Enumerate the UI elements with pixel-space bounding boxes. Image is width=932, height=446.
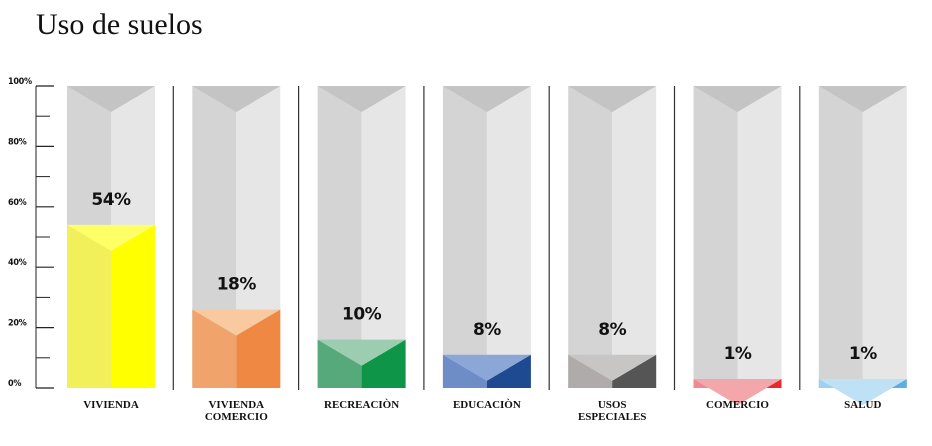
background-left-face	[568, 86, 613, 388]
bar-right-face	[361, 339, 406, 388]
chart-title: Uso de suelos	[36, 8, 203, 41]
background-column	[818, 86, 907, 388]
data-label: 18%	[217, 274, 257, 294]
background-column	[693, 86, 782, 388]
bar-right-face	[236, 309, 281, 388]
x-tick-label: RECREACIÒN	[324, 399, 399, 411]
bar	[192, 309, 281, 388]
background-left-face	[317, 86, 362, 388]
y-axis: 0% 20% 40% 60% 80% 100%	[8, 77, 54, 389]
x-tick-label: VIVIENDA	[83, 399, 139, 411]
x-tick-label-line: EDUCACIÒN	[453, 399, 521, 411]
x-tick-label: USOS ESPECIALES	[578, 399, 646, 423]
bar-right-face	[111, 224, 155, 388]
background-right-face	[612, 86, 657, 388]
column-separators	[172, 86, 801, 390]
y-tick-label: 0%	[8, 379, 21, 389]
x-tick-label-line: VIVIENDA	[208, 399, 264, 411]
x-tick-label-line: RECREACIÒN	[324, 399, 399, 411]
y-tick-label: 80%	[8, 137, 27, 147]
bars	[67, 86, 907, 405]
bar	[67, 224, 155, 388]
background-top-face	[568, 86, 657, 112]
background-right-face	[862, 86, 907, 388]
data-label: 54%	[91, 190, 131, 210]
background-top-face	[317, 86, 406, 112]
bar-right-face	[612, 354, 657, 388]
background-top-face	[192, 86, 281, 112]
bar	[568, 354, 657, 388]
background-left-face	[442, 86, 487, 388]
x-tick-label: EDUCACIÒN	[453, 399, 521, 411]
y-tick-label: 100%	[8, 77, 32, 87]
data-label: 1%	[724, 344, 752, 364]
background-right-face	[486, 86, 531, 388]
bar-top-face	[442, 354, 531, 381]
y-tick-label: 60%	[8, 198, 27, 208]
y-tick-label: 20%	[8, 319, 27, 329]
bar	[317, 339, 406, 388]
background-left-face	[693, 86, 738, 388]
x-tick-label-line: COMERCIO	[706, 399, 769, 411]
y-tick-label: 40%	[8, 258, 27, 268]
bar-top-face	[693, 378, 782, 405]
background-column	[568, 86, 657, 388]
background-column	[442, 86, 531, 388]
x-tick-label: VIVIENDA COMERCIO	[205, 399, 268, 423]
bar-top-face	[67, 224, 155, 251]
bar-left-face	[192, 309, 237, 388]
bar-top-face	[317, 339, 406, 366]
data-label: 8%	[598, 320, 626, 340]
bar-left-face	[67, 224, 111, 388]
bar	[693, 378, 782, 405]
data-label: 10%	[342, 305, 382, 325]
x-tick-label-line: ESPECIALES	[578, 411, 646, 423]
background-top-face	[442, 86, 531, 112]
x-tick-label-line: VIVIENDA	[83, 399, 139, 411]
background-left-face	[818, 86, 863, 388]
bar-top-face	[568, 354, 657, 381]
bar	[442, 354, 531, 388]
bar-right-face	[486, 354, 531, 388]
bar-top-face	[818, 378, 907, 405]
bar-left-face	[442, 354, 487, 388]
background-right-face	[737, 86, 782, 388]
data-label: 8%	[473, 320, 501, 340]
background-column	[317, 86, 406, 388]
bar-left-face	[317, 339, 362, 388]
background-top-face	[67, 86, 155, 112]
data-label: 1%	[849, 344, 877, 364]
bar	[818, 378, 907, 405]
x-tick-label: COMERCIO	[706, 399, 769, 411]
bar-top-face	[192, 309, 281, 336]
background-right-face	[361, 86, 406, 388]
background-top-face	[693, 86, 782, 112]
x-tick-label-line: USOS	[598, 399, 627, 411]
x-tick-label-line: SALUD	[844, 399, 881, 411]
bar-left-face	[568, 354, 613, 388]
background-top-face	[818, 86, 907, 112]
x-tick-label: SALUD	[844, 399, 881, 411]
x-tick-label-line: COMERCIO	[205, 411, 268, 423]
